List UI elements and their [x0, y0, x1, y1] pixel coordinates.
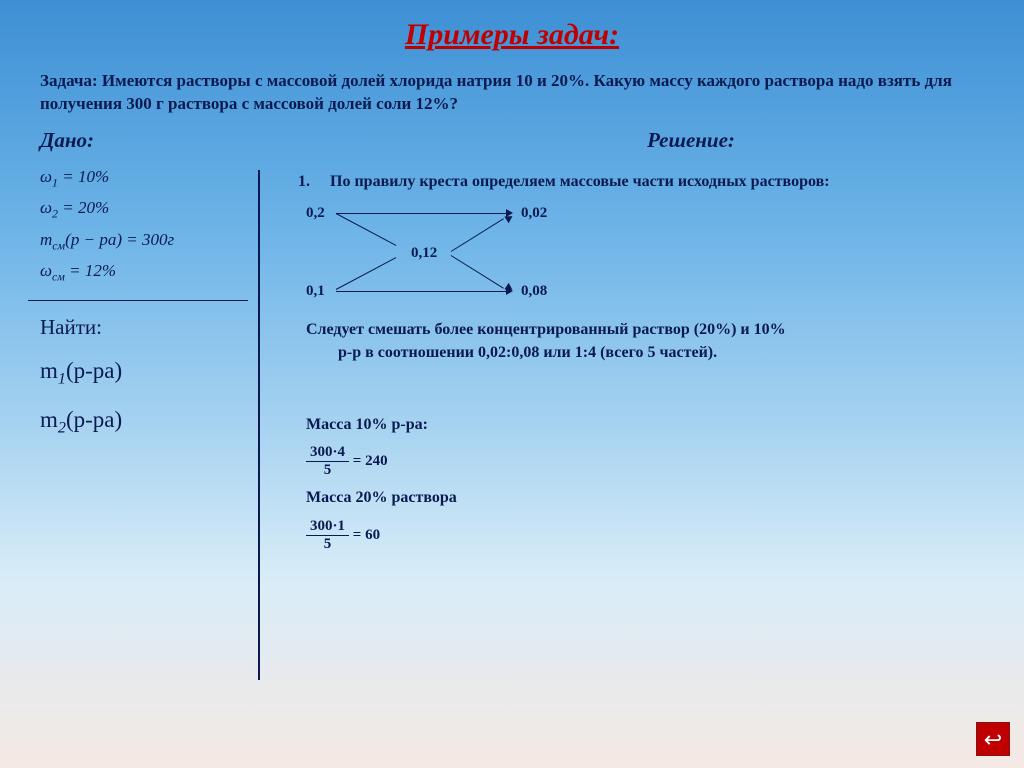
mass20-label: Масса 20% раствора [306, 487, 1004, 509]
fraction-1: 300·4 5 = 240 [306, 444, 1004, 479]
vertical-divider [258, 170, 260, 680]
find-m1: m1(р-ра) [40, 358, 270, 389]
arrow-c-br [451, 255, 504, 289]
conclusion-text: Следует смешать более концентрированный … [306, 319, 1004, 364]
cross-top-right: 0,02 [521, 205, 547, 222]
cross-top-left: 0,2 [306, 205, 325, 222]
cross-bottom-right: 0,08 [521, 283, 547, 300]
step-number: 1. [298, 171, 326, 193]
solution-header: Решение: [378, 128, 1004, 153]
arrow-head-top [506, 209, 513, 217]
problem-statement: Задача: Имеются растворы с массовой доле… [0, 52, 1024, 122]
solution-column: Решение: 1. По правилу креста определяем… [270, 128, 1004, 561]
return-icon[interactable]: ↩ [976, 722, 1010, 756]
frac1-denominator: 5 [306, 462, 349, 479]
given-divider [28, 300, 248, 301]
frac2-numerator: 300·1 [306, 518, 349, 536]
arrow-c-tr [451, 218, 504, 252]
solution-step-1: 1. По правилу креста определяем массовые… [298, 171, 1004, 193]
page-title: Примеры задач: [0, 0, 1024, 52]
arrow-tl-c [336, 213, 397, 246]
cross-center: 0,12 [411, 245, 437, 262]
step-text: По правилу креста определяем массовые ча… [330, 171, 950, 193]
given-column: Дано: ω1 = 10% ω2 = 20% mсм(р − ра) = 30… [40, 128, 270, 561]
arrow-bl-c [336, 257, 397, 290]
content-area: Дано: ω1 = 10% ω2 = 20% mсм(р − ра) = 30… [0, 122, 1024, 561]
given-omega2: ω2 = 20% [40, 198, 270, 221]
frac1-result: = 240 [353, 453, 388, 469]
given-header: Дано: [40, 128, 270, 153]
arrow-bottom-straight [336, 291, 506, 292]
given-omega1: ω1 = 10% [40, 167, 270, 190]
find-header: Найти: [40, 315, 270, 340]
frac2-result: = 60 [353, 527, 380, 543]
frac1-numerator: 300·4 [306, 444, 349, 462]
given-mass-mix: mсм(р − ра) = 300г [40, 230, 270, 253]
arrow-head-bottom [506, 287, 513, 295]
cross-diagram: 0,2 0,1 0,12 0,02 0,08 [306, 205, 646, 305]
find-m2: m2(р-ра) [40, 407, 270, 438]
frac2-denominator: 5 [306, 536, 349, 553]
cross-bottom-left: 0,1 [306, 283, 325, 300]
fraction-2: 300·1 5 = 60 [306, 518, 1004, 553]
given-omega-mix: ωсм = 12% [40, 261, 270, 284]
mass10-label: Масса 10% р-ра: [306, 414, 1004, 436]
arrow-top-straight [336, 213, 506, 214]
